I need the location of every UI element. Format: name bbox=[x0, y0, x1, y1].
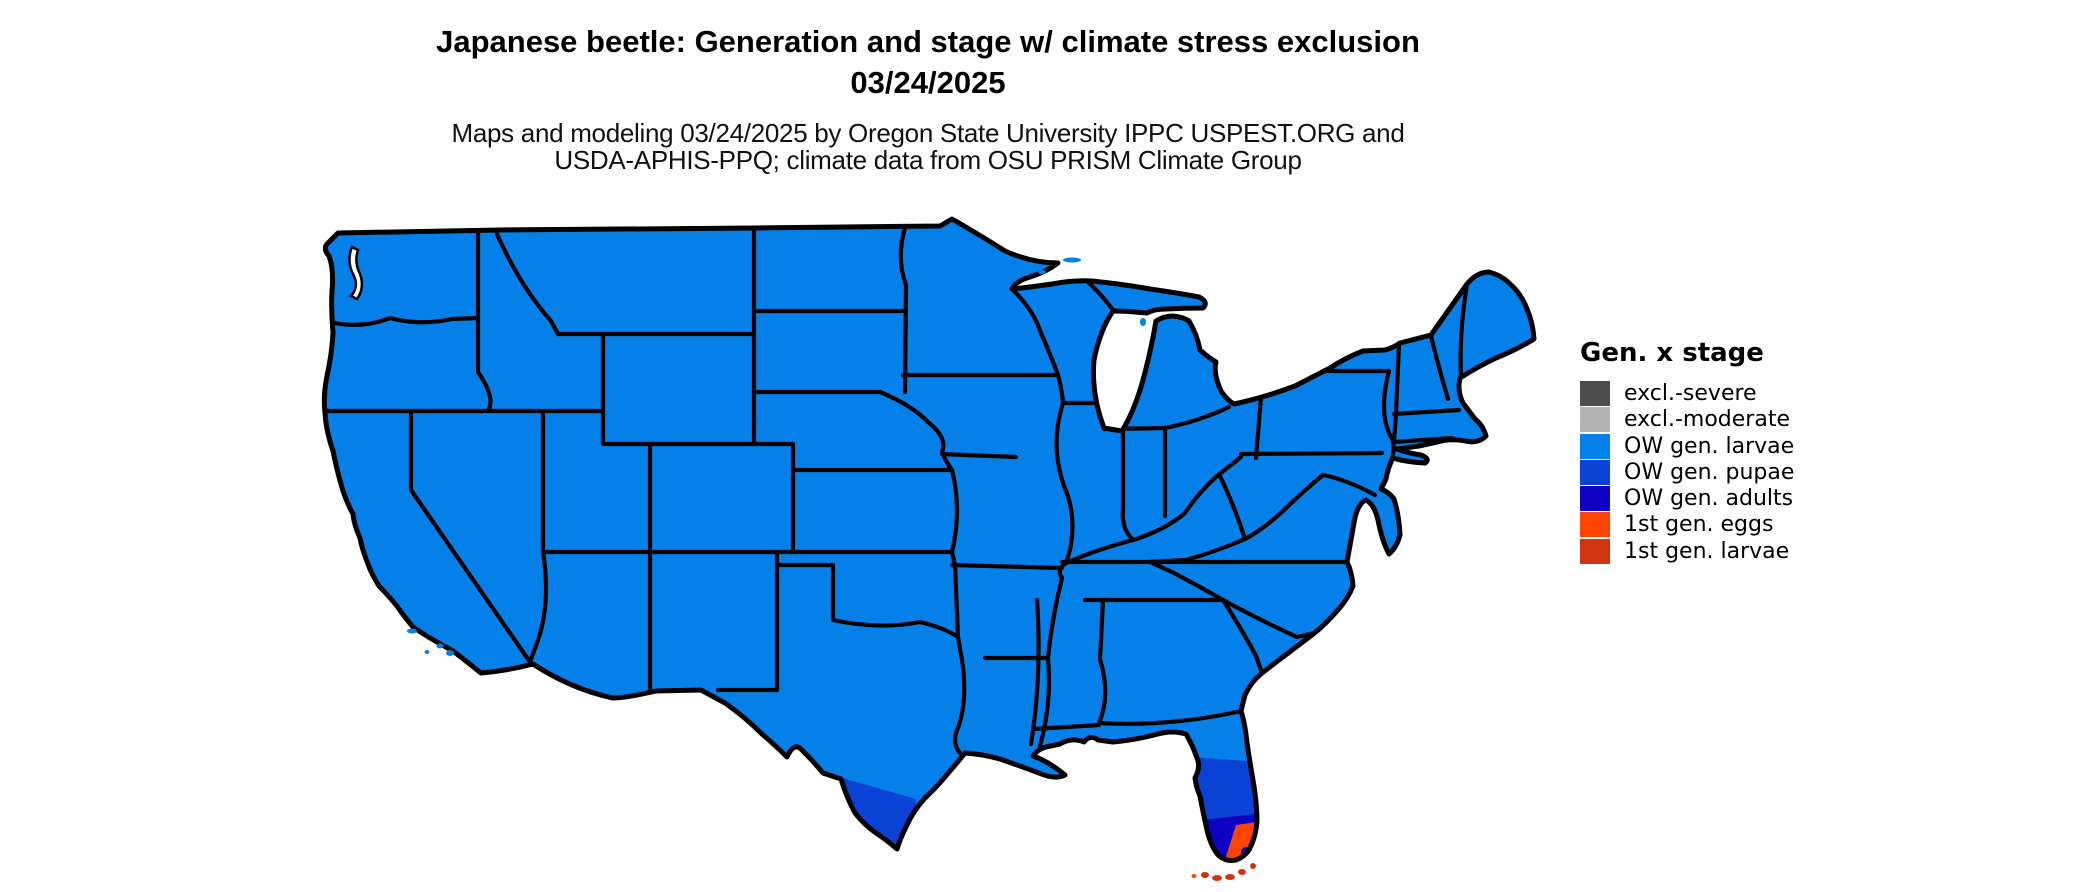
state-borders bbox=[324, 225, 1470, 756]
legend-swatch bbox=[1580, 538, 1610, 564]
legend-item: OW gen. pupae bbox=[1580, 459, 1795, 485]
legend-swatch bbox=[1580, 381, 1610, 406]
legend-item-label: OW gen. pupae bbox=[1624, 459, 1795, 485]
map-header: Japanese beetle: Generation and stage w/… bbox=[328, 26, 1528, 174]
puget-sound-inlet bbox=[348, 245, 364, 301]
legend-swatch bbox=[1580, 433, 1610, 459]
legend-item-label: excl.-moderate bbox=[1624, 407, 1790, 433]
legend-item-label: 1st gen. larvae bbox=[1624, 538, 1790, 564]
legend-item: 1st gen. larvae bbox=[1580, 538, 1794, 564]
legend-swatch bbox=[1580, 407, 1610, 433]
florida-keys bbox=[1191, 863, 1256, 881]
legend-item-label: OW gen. adults bbox=[1624, 486, 1794, 512]
legend-item: OW gen. larvae bbox=[1580, 433, 1795, 459]
legend-rows: excl.-severe excl.-moderate OW gen. larv… bbox=[1580, 381, 1794, 564]
legend-item-label: OW gen. larvae bbox=[1624, 433, 1795, 459]
map-credits: Maps and modeling 03/24/2025 by Oregon S… bbox=[328, 120, 1528, 174]
page-title: Japanese beetle: Generation and stage w/… bbox=[436, 24, 1420, 59]
legend-title: Gen. x stage bbox=[1580, 338, 1764, 368]
legend-item: 1st gen. eggs bbox=[1580, 512, 1794, 538]
legend-swatch bbox=[1580, 486, 1610, 512]
legend-item: excl.-moderate bbox=[1580, 407, 1794, 433]
region-central-florida-pupae bbox=[1190, 757, 1263, 823]
legend-item: OW gen. adults bbox=[1580, 486, 1794, 512]
legend: Gen. x stage excl.-severe excl.-moderate… bbox=[1580, 340, 1794, 565]
legend-item: excl.-severe bbox=[1580, 381, 1794, 406]
legend-swatch bbox=[1580, 512, 1610, 538]
legend-item-label: excl.-severe bbox=[1624, 381, 1757, 406]
offshore-islands bbox=[407, 257, 1169, 656]
legend-item-label: 1st gen. eggs bbox=[1624, 512, 1774, 538]
credits-line-2: USDA-APHIS-PPQ; climate data from OSU PR… bbox=[554, 145, 1302, 175]
map-date: 03/24/2025 bbox=[850, 65, 1006, 100]
credits-line-1: Maps and modeling 03/24/2025 by Oregon S… bbox=[451, 118, 1405, 148]
legend-swatch bbox=[1580, 459, 1610, 485]
